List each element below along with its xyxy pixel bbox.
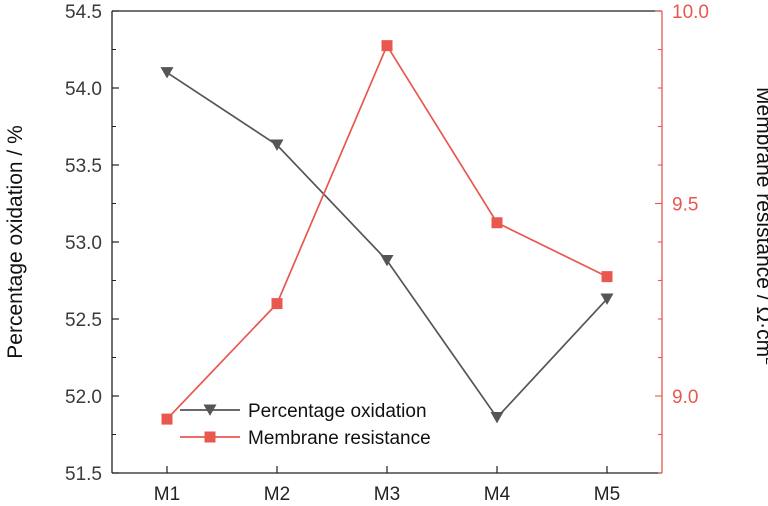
legend-entry: Percentage oxidation <box>180 401 427 422</box>
x-tick-label: M1 <box>154 484 180 505</box>
right-axis-title-superscript: 2 <box>763 357 768 365</box>
right-axis-title-main: Membrane resistance / Ω·cm <box>752 87 768 357</box>
right-tick-label: 9.0 <box>672 387 698 408</box>
series-layer <box>160 40 614 425</box>
x-tick-label: M3 <box>374 484 400 505</box>
series-membrane-resistance <box>161 40 613 425</box>
x-tick-label: M4 <box>484 484 511 505</box>
axes: 51.5 52.0 52.5 53.0 53.5 54.0 54.5 9.0 9.5 10.0 M1… <box>4 2 768 505</box>
data-point-square <box>601 271 613 283</box>
right-tick-label: 10.0 <box>672 2 709 23</box>
data-point-square <box>271 298 283 310</box>
x-tick-label: M5 <box>594 484 620 505</box>
right-axis-title: Membrane resistance / Ω·cm2 <box>752 87 768 365</box>
data-point-square <box>161 413 173 425</box>
data-point-triangle <box>490 412 504 424</box>
x-tick-label: M2 <box>264 484 290 505</box>
left-tick-label: 53.0 <box>65 233 102 254</box>
left-tick-label: 51.5 <box>65 464 102 485</box>
legend-marker-triangle <box>203 404 217 416</box>
left-tick-label: 52.5 <box>65 310 102 331</box>
left-axis-title: Percentage oxidation / % <box>4 125 27 358</box>
left-tick-label: 52.0 <box>65 387 102 408</box>
data-point-triangle <box>380 254 394 267</box>
right-tick-label: 9.5 <box>672 195 698 216</box>
data-point-triangle <box>270 139 284 151</box>
series-line <box>166 43 608 420</box>
left-tick-label: 53.5 <box>65 156 102 177</box>
legend-marker-square <box>204 431 216 443</box>
left-tick-label: 54.5 <box>65 2 102 23</box>
data-point-triangle <box>160 67 174 79</box>
series-percentage-oxidation <box>160 67 614 424</box>
data-point-square <box>381 40 393 52</box>
data-point-triangle <box>600 293 614 305</box>
legend-label: Membrane resistance <box>248 428 431 449</box>
data-point-square <box>491 217 503 229</box>
legend-label: Percentage oxidation <box>248 401 427 422</box>
legend-entry: Membrane resistance <box>180 428 431 449</box>
left-tick-label: 54.0 <box>65 79 102 100</box>
legend: Percentage oxidation Membrane resistance <box>180 401 431 449</box>
